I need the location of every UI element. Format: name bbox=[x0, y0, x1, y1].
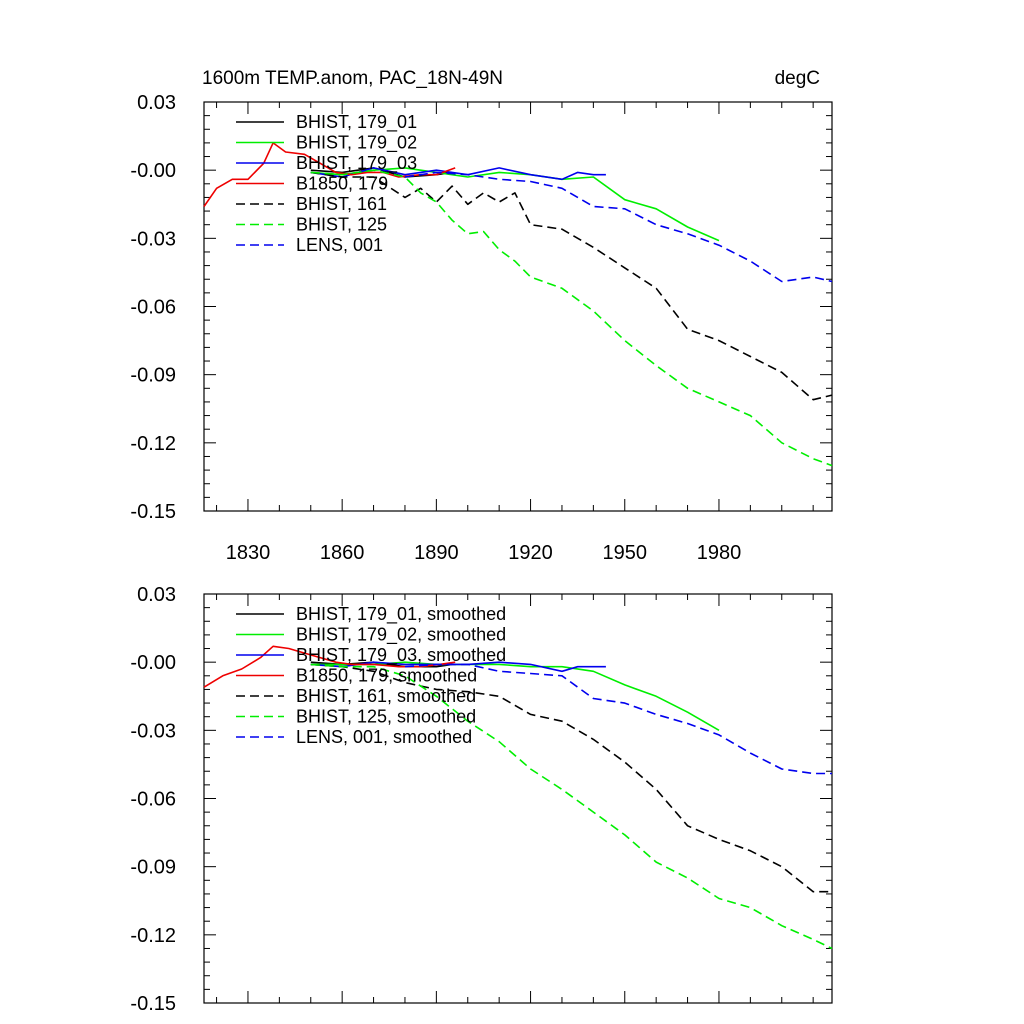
x-tick-label: 1890 bbox=[414, 542, 459, 564]
series-line bbox=[310, 169, 833, 467]
legend-label: BHIST, 179_01, smoothed bbox=[296, 604, 506, 625]
legend-label: LENS, 001 bbox=[296, 235, 383, 255]
top-panel: 0.03 -0.00 -0.03 -0.06 -0.09 -0.12 -0.15 1830 18… bbox=[130, 92, 833, 564]
series-line bbox=[404, 663, 832, 775]
series-line bbox=[310, 167, 606, 181]
x-tick-label: 1950 bbox=[603, 542, 648, 564]
x-tick-label: 1980 bbox=[697, 542, 742, 564]
y-tick-label: -0.09 bbox=[130, 857, 176, 879]
legend-label: B1850, 179, smoothed bbox=[296, 666, 477, 686]
y-tick-label: -0.00 bbox=[130, 160, 176, 182]
y-tick-label: -0.12 bbox=[130, 433, 176, 455]
y-tick-label: -0.15 bbox=[130, 501, 176, 523]
y-tick-label: -0.15 bbox=[130, 993, 176, 1015]
y-tick-label: 0.03 bbox=[137, 584, 176, 606]
x-tick-label: 1920 bbox=[508, 542, 553, 564]
y-tick-label: -0.03 bbox=[130, 720, 176, 742]
y-tick-label: -0.00 bbox=[130, 652, 176, 674]
legend-label: B1850, 179 bbox=[296, 174, 388, 194]
x-tick-label: 1830 bbox=[226, 542, 271, 564]
legend-label: BHIST, 161, smoothed bbox=[296, 686, 476, 706]
legend-label: BHIST, 179_03, smoothed bbox=[296, 645, 506, 666]
legend-label: BHIST, 125 bbox=[296, 215, 387, 235]
series-line bbox=[310, 661, 720, 731]
bottom-panel: 0.03 -0.00 -0.03 -0.06 -0.09 -0.12 -0.15 BHIST,… bbox=[130, 584, 833, 1015]
legend-label: BHIST, 179_02, smoothed bbox=[296, 625, 506, 646]
legend-label: BHIST, 161 bbox=[296, 194, 387, 214]
series-line bbox=[404, 171, 833, 283]
y-tick-label: -0.09 bbox=[130, 365, 176, 387]
series-line bbox=[310, 663, 833, 950]
legend-label: BHIST, 179_02 bbox=[296, 133, 417, 154]
y-tick-label: 0.03 bbox=[137, 92, 176, 114]
y-tick-label: -0.12 bbox=[130, 925, 176, 947]
legend-label: BHIST, 179_01 bbox=[296, 112, 417, 133]
legend-label: BHIST, 125, smoothed bbox=[296, 707, 476, 727]
legend-label: BHIST, 179_03 bbox=[296, 153, 417, 174]
chart-title: 1600m TEMP.anom, PAC_18N-49N bbox=[202, 68, 503, 89]
y-tick-label: -0.03 bbox=[130, 228, 176, 250]
series-line bbox=[310, 661, 606, 673]
y-tick-label: -0.06 bbox=[130, 297, 176, 319]
chart-units: degC bbox=[775, 68, 820, 89]
y-tick-label: -0.06 bbox=[130, 789, 176, 811]
x-tick-label: 1860 bbox=[320, 542, 365, 564]
legend-label: LENS, 001, smoothed bbox=[296, 727, 472, 747]
series-line bbox=[310, 171, 833, 401]
series-line bbox=[310, 663, 832, 893]
